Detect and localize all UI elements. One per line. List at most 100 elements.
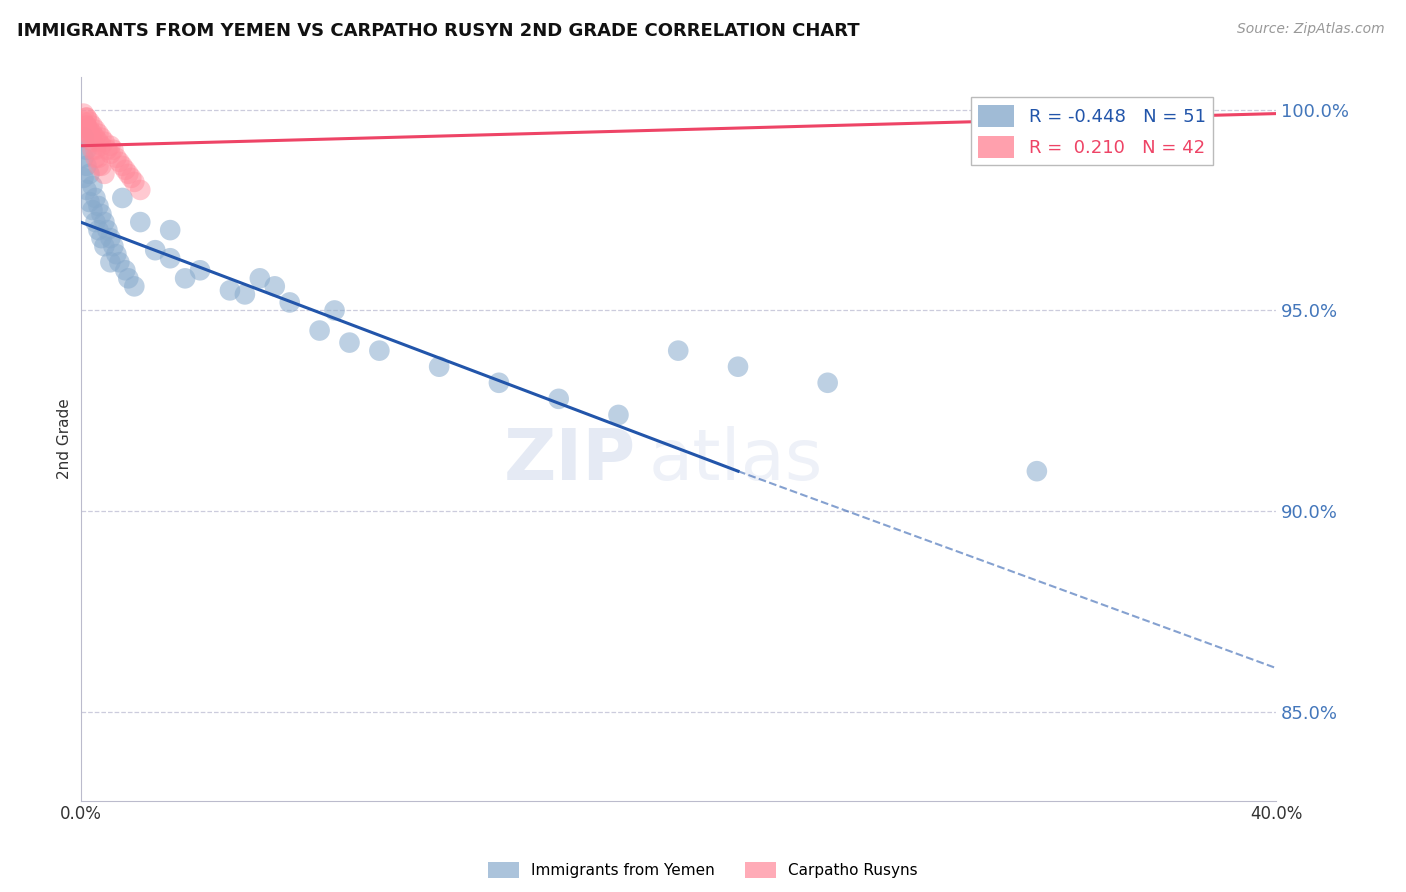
Point xyxy=(117,167,139,181)
Point xyxy=(93,167,115,181)
Text: ZIP: ZIP xyxy=(505,426,637,495)
Point xyxy=(159,223,181,237)
Point xyxy=(87,159,110,173)
Point xyxy=(76,127,98,141)
Point xyxy=(100,255,122,269)
Point xyxy=(117,271,139,285)
Point xyxy=(1025,464,1047,478)
Point xyxy=(84,122,107,136)
Point xyxy=(174,271,197,285)
Point xyxy=(72,114,94,128)
Point xyxy=(76,143,98,157)
Point xyxy=(278,295,301,310)
Point xyxy=(84,130,107,145)
Point xyxy=(76,183,98,197)
Point xyxy=(90,138,112,153)
Point xyxy=(76,159,98,173)
Point xyxy=(103,239,125,253)
Point xyxy=(368,343,391,358)
Point xyxy=(108,255,131,269)
Point xyxy=(143,243,166,257)
Point xyxy=(79,122,101,136)
Point xyxy=(111,159,134,173)
Point xyxy=(90,207,112,221)
Point xyxy=(79,194,101,209)
Text: Source: ZipAtlas.com: Source: ZipAtlas.com xyxy=(1237,22,1385,37)
Point xyxy=(93,135,115,149)
Point xyxy=(219,284,242,298)
Point xyxy=(87,135,110,149)
Point xyxy=(103,143,125,157)
Point xyxy=(124,175,146,189)
Point xyxy=(87,151,110,165)
Point xyxy=(114,263,136,277)
Point xyxy=(76,111,98,125)
Point xyxy=(339,335,361,350)
Point xyxy=(120,170,142,185)
Point xyxy=(82,202,104,217)
Point xyxy=(84,191,107,205)
Point xyxy=(323,303,346,318)
Point xyxy=(82,178,104,193)
Point xyxy=(76,111,98,125)
Point xyxy=(96,223,118,237)
Point xyxy=(76,119,98,133)
Point xyxy=(100,146,122,161)
Point xyxy=(84,151,107,165)
Point xyxy=(72,170,94,185)
Point xyxy=(727,359,749,374)
Point xyxy=(82,143,104,157)
Point xyxy=(114,162,136,177)
Point xyxy=(1115,111,1137,125)
Point xyxy=(82,119,104,133)
Point xyxy=(76,119,98,133)
Point xyxy=(79,167,101,181)
Point xyxy=(129,215,152,229)
Point xyxy=(249,271,271,285)
Point xyxy=(111,191,134,205)
Point xyxy=(79,127,101,141)
Point xyxy=(79,114,101,128)
Point xyxy=(105,151,128,165)
Point xyxy=(100,231,122,245)
Point xyxy=(82,127,104,141)
Point xyxy=(90,231,112,245)
Point xyxy=(72,122,94,136)
Point xyxy=(72,151,94,165)
Y-axis label: 2nd Grade: 2nd Grade xyxy=(58,399,72,479)
Point xyxy=(263,279,285,293)
Point xyxy=(87,199,110,213)
Point xyxy=(84,215,107,229)
Point xyxy=(124,279,146,293)
Point xyxy=(308,324,330,338)
Point xyxy=(93,215,115,229)
Point xyxy=(82,135,104,149)
Point xyxy=(233,287,256,301)
Point xyxy=(90,159,112,173)
Legend: Immigrants from Yemen, Carpatho Rusyns: Immigrants from Yemen, Carpatho Rusyns xyxy=(482,856,924,884)
Point xyxy=(93,239,115,253)
Point xyxy=(547,392,569,406)
Point xyxy=(188,263,211,277)
Point xyxy=(108,154,131,169)
Legend: R = -0.448   N = 51, R =  0.210   N = 42: R = -0.448 N = 51, R = 0.210 N = 42 xyxy=(972,97,1213,165)
Point xyxy=(72,106,94,120)
Point xyxy=(72,130,94,145)
Point xyxy=(129,183,152,197)
Text: atlas: atlas xyxy=(648,426,823,495)
Point xyxy=(84,143,107,157)
Point xyxy=(427,359,450,374)
Point xyxy=(817,376,839,390)
Point xyxy=(666,343,689,358)
Point xyxy=(90,130,112,145)
Point xyxy=(159,252,181,266)
Point xyxy=(87,223,110,237)
Point xyxy=(79,130,101,145)
Point xyxy=(87,127,110,141)
Point xyxy=(607,408,630,422)
Point xyxy=(100,138,122,153)
Point xyxy=(96,143,118,157)
Text: IMMIGRANTS FROM YEMEN VS CARPATHO RUSYN 2ND GRADE CORRELATION CHART: IMMIGRANTS FROM YEMEN VS CARPATHO RUSYN … xyxy=(17,22,859,40)
Point xyxy=(105,247,128,261)
Point xyxy=(488,376,510,390)
